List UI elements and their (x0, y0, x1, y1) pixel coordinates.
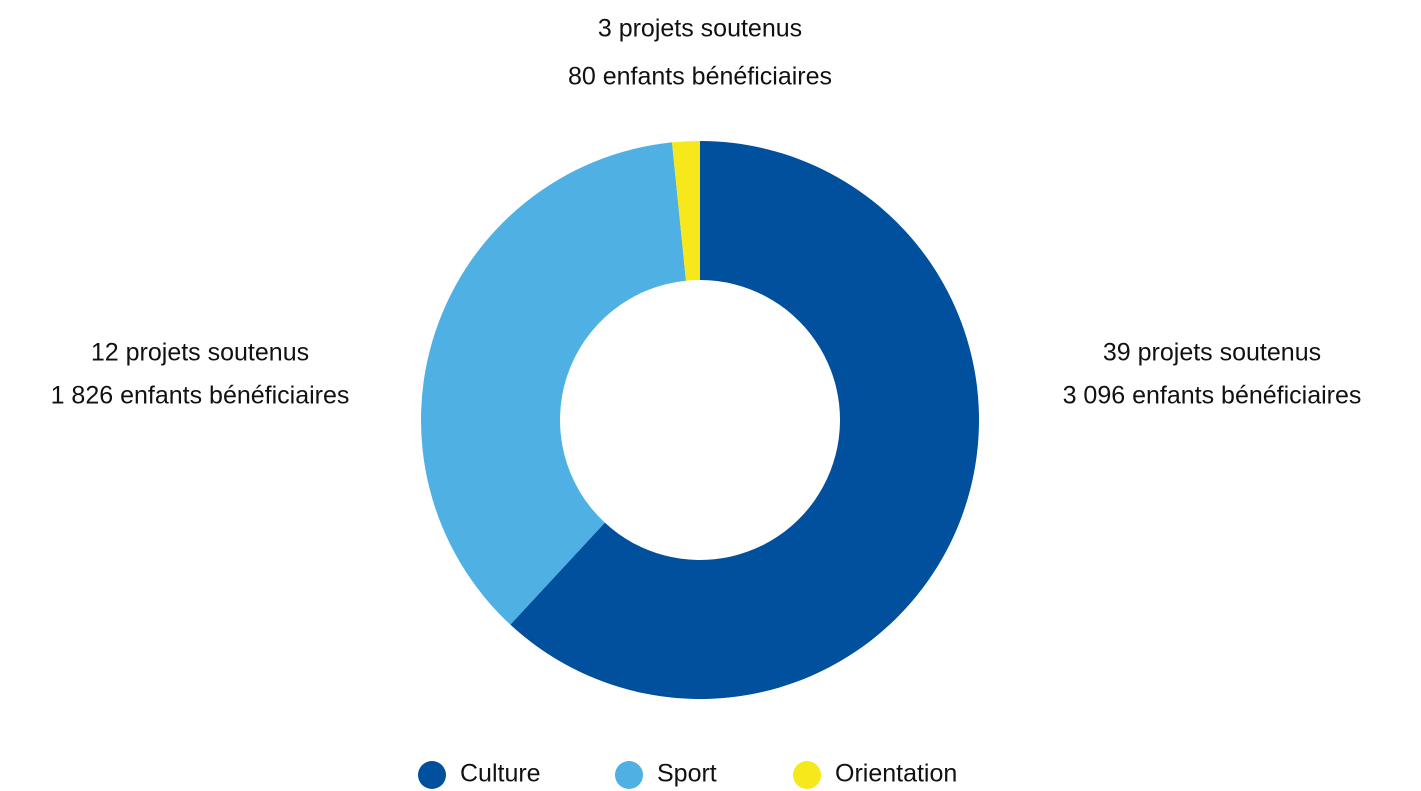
value-label: 3 096 enfants bénéficiaires (1063, 382, 1362, 410)
legend-label: Orientation (835, 760, 957, 788)
legend-label: Sport (657, 760, 717, 788)
legend-label: Culture (460, 760, 541, 788)
value-label: 1 826 enfants bénéficiaires (51, 382, 350, 410)
value-label: 80 enfants bénéficiaires (568, 63, 832, 91)
legend-marker (615, 761, 643, 789)
donut-slice (421, 142, 686, 625)
project-label: 3 projets soutenus (598, 15, 802, 43)
legend-marker (793, 761, 821, 789)
legend-marker (418, 761, 446, 789)
donut-slice (510, 141, 980, 699)
project-label: 39 projets soutenus (1103, 339, 1321, 367)
donut-slice (672, 141, 700, 281)
project-label: 12 projets soutenus (91, 339, 309, 367)
